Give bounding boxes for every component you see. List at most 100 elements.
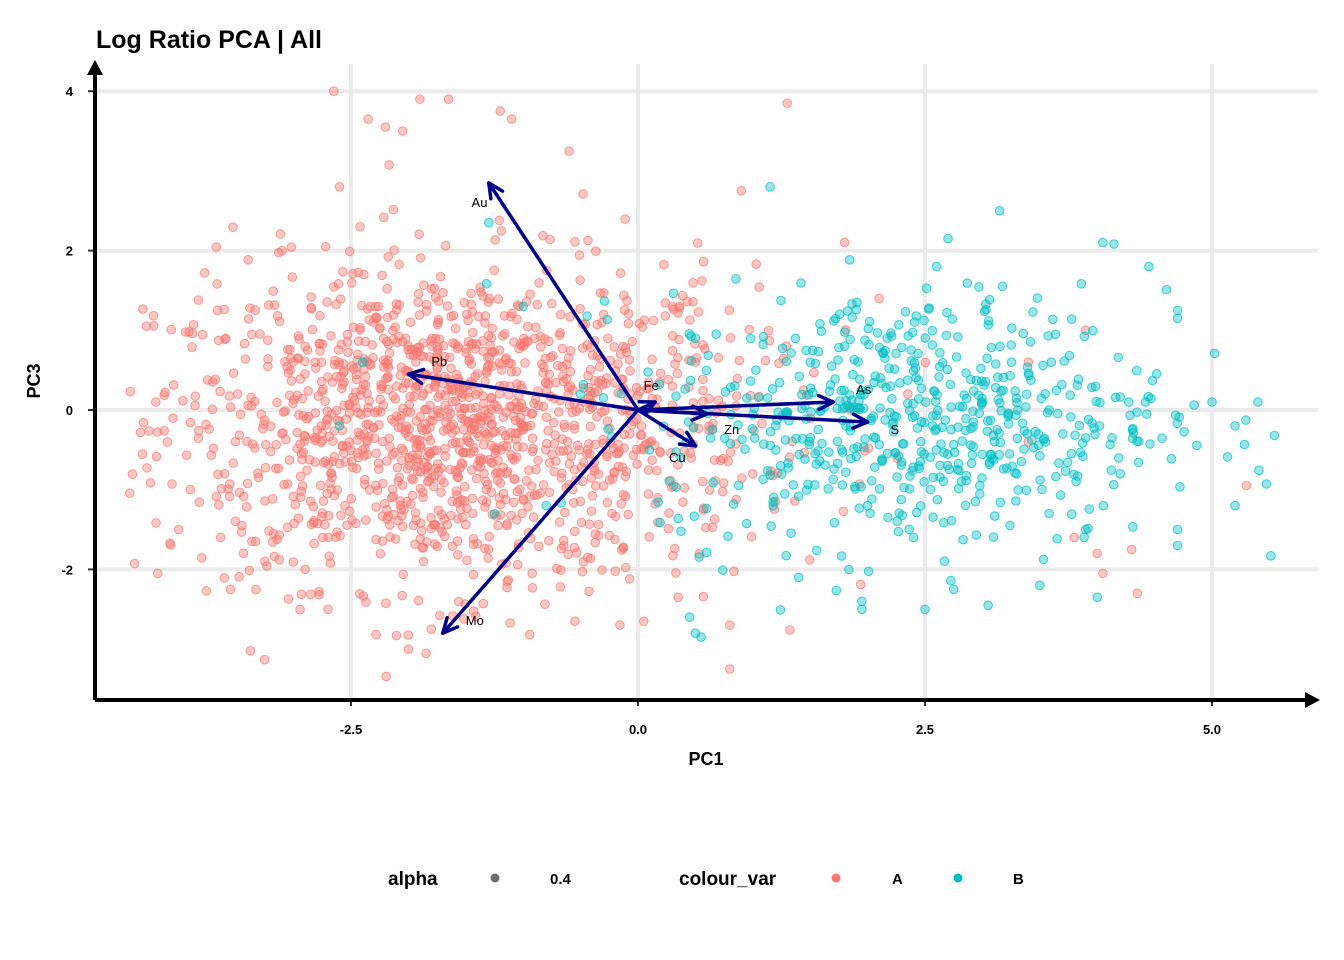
point-series-b	[1261, 479, 1272, 489]
point-series-a	[159, 426, 169, 436]
point-series-a	[329, 490, 340, 501]
point-series-a	[208, 443, 219, 454]
point-series-a	[497, 359, 507, 369]
point-series-a	[698, 385, 708, 396]
point-series-b	[813, 346, 824, 357]
point-series-a	[744, 324, 755, 335]
point-series-a	[725, 333, 736, 343]
point-series-b	[1239, 439, 1250, 450]
point-series-b	[962, 278, 973, 288]
point-series-a	[165, 538, 175, 549]
point-series-b	[765, 426, 776, 437]
point-series-b	[1003, 411, 1013, 422]
point-series-a	[595, 288, 606, 298]
point-series-b	[851, 304, 862, 315]
point-series-b	[961, 393, 972, 404]
point-series-a	[331, 405, 342, 416]
point-series-b	[916, 383, 927, 394]
point-series-b	[1241, 415, 1251, 425]
point-series-a	[481, 484, 492, 495]
point-series-b	[860, 335, 870, 346]
point-series-a	[523, 321, 533, 332]
point-series-b	[943, 233, 953, 244]
loading-arrow-au	[487, 181, 640, 412]
point-series-b	[977, 449, 988, 460]
point-series-a	[225, 479, 235, 489]
point-series-a	[322, 297, 332, 307]
point-series-a	[295, 604, 305, 615]
point-series-a	[597, 407, 607, 417]
point-series-a	[364, 396, 375, 406]
point-series-a	[316, 357, 327, 368]
point-series-a	[245, 303, 255, 313]
loading-arrowhead-pb	[406, 367, 426, 385]
point-series-b	[942, 307, 952, 318]
point-series-a	[474, 456, 484, 466]
point-series-a	[586, 390, 596, 401]
point-series-b	[983, 600, 993, 611]
point-series-a	[540, 334, 550, 344]
point-series-a	[378, 400, 389, 411]
point-series-a	[285, 365, 295, 375]
point-series-a	[578, 189, 588, 199]
point-series-a	[264, 526, 274, 536]
point-series-b	[1109, 239, 1119, 249]
point-series-a	[197, 553, 207, 563]
point-series-b	[1070, 430, 1080, 441]
point-series-b	[900, 307, 911, 317]
point-series-a	[570, 237, 580, 247]
point-series-b	[1110, 392, 1121, 403]
point-series-b	[1055, 490, 1066, 500]
point-series-a	[447, 496, 458, 507]
point-series-a	[521, 296, 532, 307]
point-series-b	[828, 474, 839, 485]
point-series-b	[777, 343, 788, 354]
point-series-b	[484, 217, 494, 228]
point-series-b	[898, 439, 909, 449]
point-series-a	[562, 436, 573, 447]
point-series-a	[386, 414, 397, 425]
point-series-a	[212, 279, 222, 289]
point-series-b	[684, 612, 695, 623]
point-series-a	[364, 315, 375, 325]
point-series-b	[923, 304, 934, 314]
point-series-b	[1064, 350, 1075, 361]
point-series-a	[493, 404, 504, 414]
point-series-a	[397, 590, 408, 601]
point-series-b	[1230, 500, 1240, 511]
point-series-a	[576, 517, 587, 528]
point-series-b	[1019, 444, 1029, 454]
point-series-a	[704, 393, 714, 404]
point-series-b	[946, 402, 956, 412]
point-series-a	[562, 359, 572, 370]
point-series-a	[310, 457, 321, 467]
point-series-b	[902, 375, 913, 386]
point-series-a	[446, 363, 456, 374]
point-series-b	[1066, 448, 1077, 459]
point-series-b	[578, 379, 589, 390]
point-series-b	[1095, 397, 1105, 408]
data-points	[125, 86, 1280, 682]
point-series-a	[352, 435, 363, 445]
point-series-a	[763, 325, 774, 336]
point-series-b	[780, 435, 791, 445]
point-series-a	[376, 380, 386, 390]
point-series-b	[1172, 305, 1183, 316]
point-series-a	[785, 625, 795, 635]
point-series-a	[429, 382, 440, 392]
point-series-a	[491, 401, 502, 412]
point-series-b	[909, 357, 920, 368]
point-series-b	[846, 453, 856, 464]
point-series-b	[1157, 433, 1167, 444]
point-series-a	[1098, 568, 1108, 579]
point-series-a	[152, 568, 163, 579]
point-series-a	[259, 654, 270, 665]
point-series-b	[880, 415, 890, 425]
point-series-a	[148, 311, 159, 321]
point-series-a	[380, 122, 391, 132]
point-series-a	[297, 481, 308, 491]
point-series-b	[909, 411, 920, 421]
point-series-b	[771, 445, 781, 455]
point-series-a	[554, 517, 565, 527]
point-series-b	[867, 494, 877, 504]
